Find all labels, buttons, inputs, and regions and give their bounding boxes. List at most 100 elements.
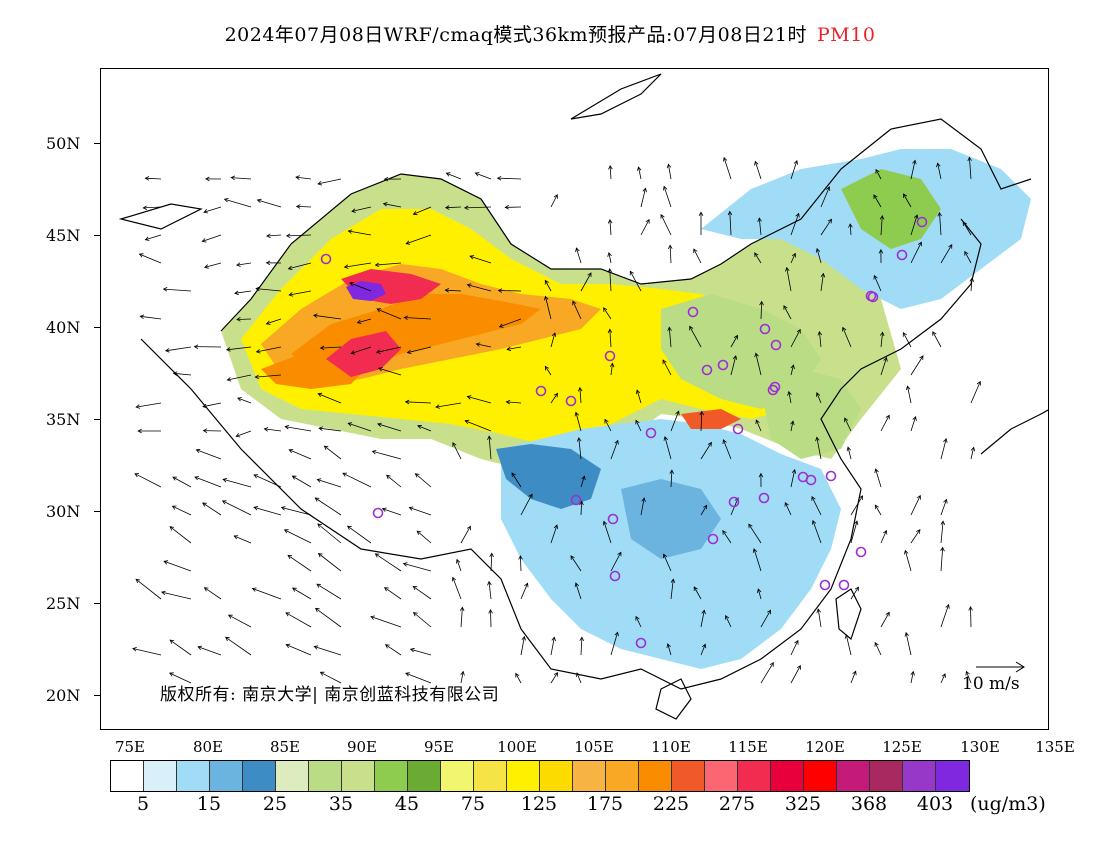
map-canvas bbox=[118, 73, 1048, 720]
wind-arrow bbox=[520, 636, 525, 656]
station-marker bbox=[825, 470, 837, 482]
wind-arrowhead bbox=[757, 217, 762, 222]
wind-arrow bbox=[668, 327, 672, 348]
station-marker bbox=[570, 494, 582, 506]
wind-arrowhead bbox=[858, 495, 864, 500]
wind-arrowhead bbox=[817, 330, 823, 336]
wind-arrowhead bbox=[575, 247, 580, 253]
wind-arrow bbox=[820, 186, 830, 208]
wind-arrowhead bbox=[614, 439, 619, 445]
wind-arrow bbox=[292, 587, 312, 600]
north-border bbox=[220, 118, 1032, 332]
wind-arrowhead bbox=[723, 156, 728, 162]
wind-arrow bbox=[668, 164, 672, 180]
wind-arrow bbox=[196, 449, 222, 460]
colorbar-swatch bbox=[606, 761, 639, 791]
wind-arrowhead bbox=[283, 529, 289, 534]
wind-arrow bbox=[609, 268, 612, 292]
wind-arrowhead bbox=[163, 560, 169, 565]
wind-arrow bbox=[603, 521, 612, 544]
lat-label-35n: 35N bbox=[46, 410, 81, 429]
wind-arrowhead bbox=[662, 359, 667, 365]
colorbar-label: 403 bbox=[916, 793, 954, 815]
wind-arrowhead bbox=[844, 633, 850, 639]
wind-arrowhead bbox=[759, 300, 764, 306]
lat-label-45n: 45N bbox=[46, 226, 81, 245]
colorbar-label: 368 bbox=[850, 793, 888, 815]
wind-arrowhead bbox=[202, 428, 208, 433]
wind-arrow bbox=[204, 587, 222, 600]
wind-arrow bbox=[415, 473, 432, 488]
wind-arrowhead bbox=[576, 672, 581, 677]
wind-arrowhead bbox=[374, 262, 380, 268]
lat-tick bbox=[94, 143, 100, 144]
wind-arrow bbox=[580, 272, 592, 292]
wind-arrow bbox=[667, 643, 672, 656]
wind-arrowhead bbox=[402, 562, 408, 567]
wind-arrowhead bbox=[793, 160, 798, 165]
wind-arrowhead bbox=[936, 162, 941, 168]
wind-arrow bbox=[550, 672, 558, 684]
wind-arrowhead bbox=[202, 403, 207, 409]
wind-arrow bbox=[880, 332, 883, 348]
wind-arrow bbox=[910, 495, 921, 516]
wind-arrowhead bbox=[790, 420, 795, 426]
wind-arrowhead bbox=[135, 578, 141, 584]
wind-arrow bbox=[490, 553, 493, 572]
wind-arrow bbox=[407, 346, 432, 354]
wind-arrowhead bbox=[844, 417, 849, 423]
wind-arrow bbox=[163, 288, 192, 292]
wind-arrowhead bbox=[288, 449, 294, 454]
wind-arrowhead bbox=[815, 436, 820, 442]
wind-arrowhead bbox=[284, 424, 290, 430]
colorbar-swatch bbox=[111, 761, 144, 791]
wind-arrow bbox=[730, 335, 738, 348]
wind-arrowhead bbox=[662, 553, 668, 559]
wind-arrow bbox=[629, 271, 642, 292]
wind-arrowhead bbox=[553, 194, 558, 199]
wind-arrowhead bbox=[253, 506, 259, 511]
wind-arrow bbox=[202, 402, 222, 408]
wind-arrowhead bbox=[574, 582, 579, 588]
colorbar-swatch bbox=[276, 761, 309, 791]
wind-arrow bbox=[488, 436, 492, 460]
wind-arrow bbox=[910, 214, 918, 236]
wind-arrow bbox=[145, 234, 162, 241]
wind-arrow bbox=[545, 296, 552, 320]
wind-arrowhead bbox=[488, 608, 493, 614]
wind-arrow bbox=[580, 501, 583, 516]
wind-arrow bbox=[169, 526, 192, 544]
wind-arrowhead bbox=[574, 411, 579, 417]
wind-arrow bbox=[635, 420, 642, 432]
wind-arrow bbox=[640, 219, 650, 236]
colorbar-swatch bbox=[210, 761, 243, 791]
wind-arrow bbox=[940, 604, 949, 628]
wind-arrowhead bbox=[225, 636, 230, 642]
wind-arrowhead bbox=[820, 272, 826, 278]
lon-label-95e: 95E bbox=[423, 738, 455, 756]
wind-arrow bbox=[819, 331, 822, 348]
wind-arrow bbox=[849, 223, 852, 236]
wind-arrow bbox=[723, 157, 732, 180]
wind-arrow bbox=[904, 550, 912, 572]
wind-arrowhead bbox=[811, 519, 817, 525]
wind-arrow bbox=[520, 555, 522, 572]
wind-arrow bbox=[578, 437, 582, 460]
wind-arrow bbox=[875, 468, 882, 488]
wind-arrowhead bbox=[910, 670, 915, 676]
wind-arrowhead bbox=[230, 175, 236, 181]
wind-arrowhead bbox=[445, 172, 451, 177]
wind-arrow bbox=[386, 474, 402, 488]
station-marker bbox=[607, 513, 619, 525]
station-marker bbox=[372, 507, 384, 519]
wind-arrow bbox=[403, 563, 432, 572]
wind-arrow bbox=[132, 648, 162, 656]
lat-tick bbox=[94, 235, 100, 236]
colorbar-label: 175 bbox=[586, 793, 624, 815]
wind-arrow bbox=[790, 213, 800, 236]
wind-arrowhead bbox=[351, 208, 356, 213]
wind-arrowhead bbox=[903, 193, 908, 199]
lat-tick bbox=[94, 511, 100, 512]
station-marker bbox=[865, 290, 877, 302]
wind-arrow bbox=[370, 616, 402, 628]
